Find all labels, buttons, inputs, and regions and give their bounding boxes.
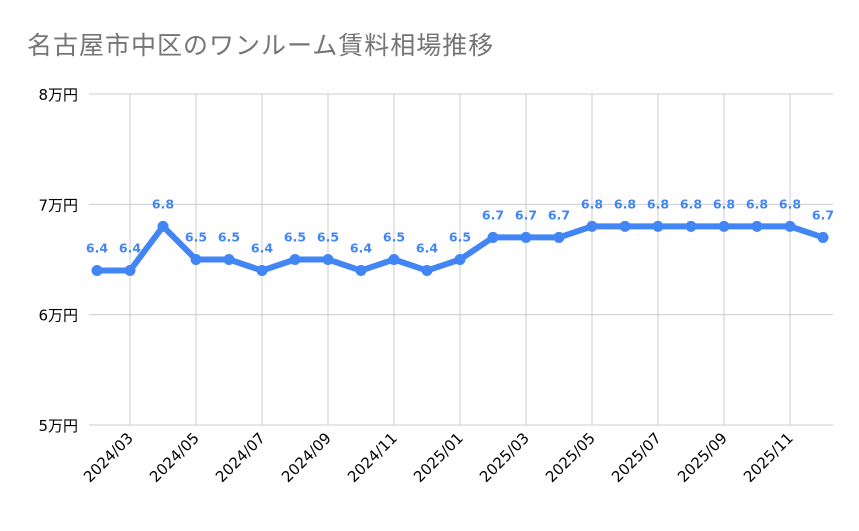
data-point bbox=[157, 220, 169, 232]
x-tick-label: 2024/05 bbox=[146, 429, 203, 486]
x-tick-label: 2025/09 bbox=[674, 429, 731, 486]
y-tick-label: 6万円 bbox=[38, 307, 78, 325]
data-point bbox=[652, 220, 664, 232]
data-label: 6.8 bbox=[581, 196, 603, 211]
data-point bbox=[718, 220, 730, 232]
data-point bbox=[223, 254, 235, 265]
data-label: 6.5 bbox=[449, 230, 471, 245]
x-tick-label: 2025/01 bbox=[410, 429, 467, 486]
x-tick-label: 2024/09 bbox=[278, 429, 335, 486]
data-label: 6.7 bbox=[515, 207, 537, 222]
data-label: 6.8 bbox=[152, 196, 174, 211]
data-label: 6.8 bbox=[746, 196, 768, 211]
data-point bbox=[685, 220, 697, 232]
data-point bbox=[619, 220, 631, 232]
data-label: 6.8 bbox=[713, 196, 735, 211]
x-tick-label: 2025/07 bbox=[608, 429, 665, 486]
data-point bbox=[817, 231, 829, 243]
chart-title: 名古屋市中区のワンルーム賃料相場推移 bbox=[27, 31, 495, 60]
data-point bbox=[421, 265, 433, 277]
data-point bbox=[190, 254, 202, 265]
data-point bbox=[454, 254, 466, 265]
y-tick-label: 5万円 bbox=[38, 417, 78, 435]
x-tick-label: 2024/11 bbox=[344, 429, 401, 486]
data-label: 6.7 bbox=[482, 207, 504, 222]
data-label: 6.4 bbox=[86, 241, 108, 256]
y-tick-label: 8万円 bbox=[38, 86, 78, 104]
data-label: 6.8 bbox=[647, 196, 669, 211]
x-tick-label: 2025/05 bbox=[542, 429, 599, 486]
data-point bbox=[355, 265, 367, 277]
data-point bbox=[388, 254, 400, 265]
data-label: 6.7 bbox=[812, 207, 834, 222]
data-point bbox=[553, 231, 565, 243]
data-point bbox=[751, 220, 763, 232]
data-label: 6.8 bbox=[680, 196, 702, 211]
data-label: 6.7 bbox=[548, 207, 570, 222]
data-label: 6.8 bbox=[614, 196, 636, 211]
data-label: 6.5 bbox=[185, 230, 207, 245]
data-label: 6.4 bbox=[350, 241, 372, 256]
x-tick-label: 2025/11 bbox=[740, 429, 797, 486]
data-point bbox=[520, 231, 532, 243]
x-tick-label: 2024/07 bbox=[212, 429, 269, 486]
data-label: 6.5 bbox=[317, 230, 339, 245]
x-tick-label: 2024/03 bbox=[80, 429, 137, 486]
data-point bbox=[91, 265, 103, 277]
data-point bbox=[784, 220, 796, 232]
data-point bbox=[487, 231, 499, 243]
data-point bbox=[322, 254, 334, 265]
data-label: 6.5 bbox=[218, 230, 240, 245]
data-point bbox=[586, 220, 598, 232]
data-label: 6.4 bbox=[416, 241, 438, 256]
x-tick-label: 2025/03 bbox=[476, 429, 533, 486]
data-label: 6.5 bbox=[383, 230, 405, 245]
data-label: 6.4 bbox=[251, 241, 273, 256]
data-point bbox=[256, 265, 268, 277]
data-label: 6.4 bbox=[119, 241, 141, 256]
data-point bbox=[289, 254, 301, 265]
data-label: 6.5 bbox=[284, 230, 306, 245]
y-tick-label: 7万円 bbox=[38, 196, 78, 214]
data-point bbox=[124, 265, 136, 277]
data-label: 6.8 bbox=[779, 196, 801, 211]
